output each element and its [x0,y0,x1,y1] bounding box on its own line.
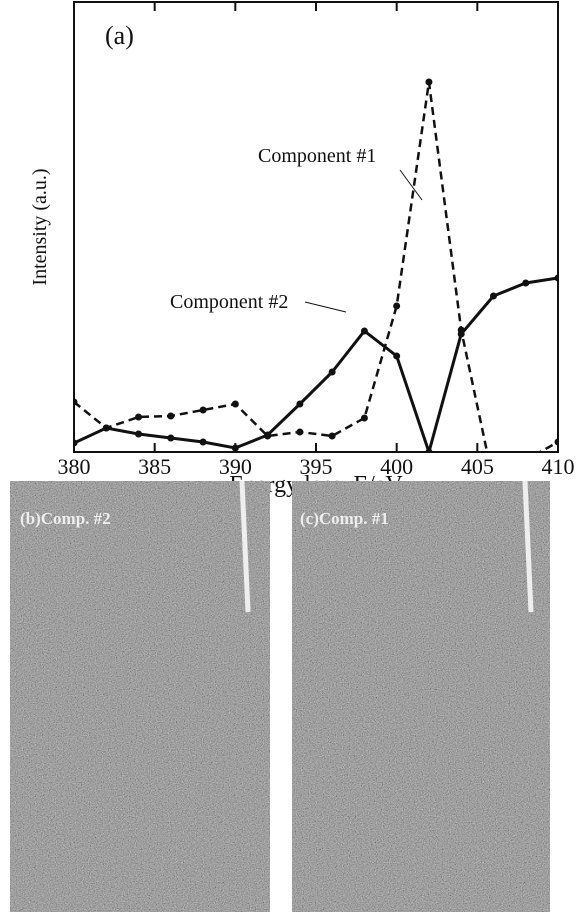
data-point [231,400,239,408]
data-point [264,431,272,439]
data-point [199,406,207,414]
data-point [360,414,368,422]
data-point [135,413,143,421]
series-line [74,276,558,452]
data-point [328,368,336,376]
data-point [522,279,530,287]
data-point [167,434,175,442]
leader-line [304,301,347,313]
data-point [554,274,558,282]
annotation: Component #2 [170,291,288,313]
data-point [554,438,558,446]
data-point [231,444,239,452]
data-point [102,424,110,432]
data-point [522,457,529,464]
data-point [328,432,336,440]
data-point [74,398,78,406]
annotation: Component #1 [258,145,376,167]
data-point [74,439,78,447]
x-tick-label: 410 [542,454,575,479]
data-point [167,412,175,420]
image-stripe [522,480,534,613]
data-point [425,448,433,452]
series-line [74,81,558,452]
x-tick-label: 385 [138,454,171,479]
data-point [296,400,304,408]
x-tick-label: 390 [219,454,252,479]
panel-label: (a) [105,21,134,50]
data-point [135,430,143,438]
plot-area [74,78,558,464]
x-tick-label: 400 [380,454,413,479]
data-point [489,292,497,300]
data-point [199,438,207,446]
image-panel-b: (b)Comp. #2 [10,480,270,912]
data-point [457,330,465,338]
leader-line [399,169,423,201]
image-stripe [239,480,251,613]
x-tick-label: 380 [58,454,91,479]
data-point [296,428,304,436]
data-point [393,352,401,360]
plot-frame [73,1,559,453]
image-noise [292,481,550,912]
y-axis-label: Intensity (a.u.) [29,168,51,285]
panel-label: (c)Comp. #1 [300,509,389,528]
image-noise [10,481,270,912]
panel-label: (b)Comp. #2 [20,509,111,528]
data-point [393,302,401,310]
x-tick-label: 395 [300,454,333,479]
x-tick-label: 405 [461,454,494,479]
image-panel-c: (c)Comp. #1 [292,480,550,912]
data-point [360,327,368,335]
data-point [425,78,433,86]
